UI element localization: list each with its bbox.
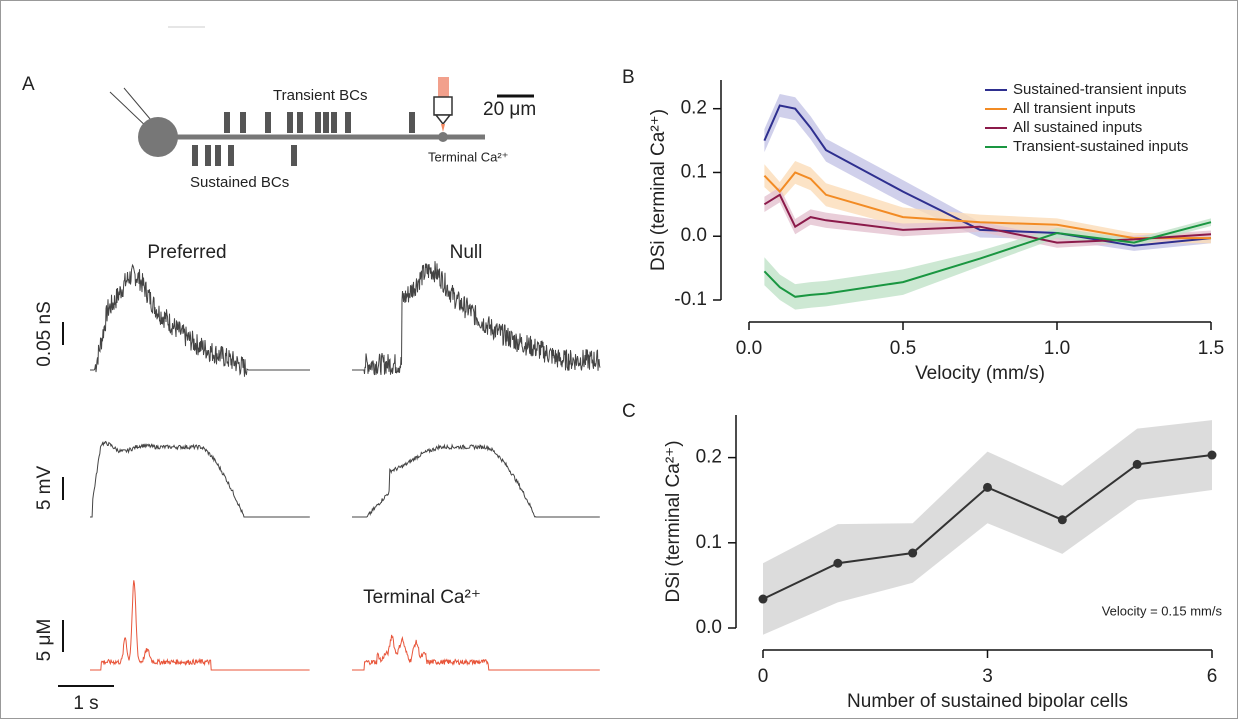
traces xyxy=(90,261,601,671)
trace xyxy=(90,263,310,377)
trace xyxy=(90,580,310,671)
trace xyxy=(90,440,310,518)
sustained-label: Sustained BCs xyxy=(190,174,289,191)
y-tick-label: 0.0 xyxy=(696,617,722,638)
scale-bar-label: 20 μm xyxy=(483,99,536,120)
data-point xyxy=(1132,459,1142,469)
x-tick-label: 6 xyxy=(1207,666,1218,687)
y-tick-label: 0.0 xyxy=(681,225,707,246)
data-point xyxy=(833,558,843,568)
data-point xyxy=(983,482,992,492)
y-axis-label: DSi (terminal Ca²⁺) xyxy=(648,109,669,271)
data-point xyxy=(758,594,768,604)
condition-label: Preferred xyxy=(147,242,226,263)
data-point xyxy=(1207,450,1217,460)
data-point xyxy=(1057,515,1067,525)
legend-label: Transient-sustained inputs xyxy=(1013,138,1188,155)
series-line xyxy=(763,104,1212,247)
neuron-diagram xyxy=(109,77,534,166)
condition-label: Null xyxy=(450,242,483,263)
scale-label: 5 mV xyxy=(34,466,55,511)
legend-label: All transient inputs xyxy=(1013,100,1136,117)
transient-label: Transient BCs xyxy=(273,87,367,104)
y-tick-label: 0.1 xyxy=(696,532,722,553)
panel-label: B xyxy=(622,67,635,88)
x-axis-label: Number of sustained bipolar cells xyxy=(847,691,1128,712)
trace xyxy=(352,443,600,518)
y-tick-label: 0.2 xyxy=(696,447,722,468)
panel-label: C xyxy=(622,401,636,422)
legend-label: All sustained inputs xyxy=(1013,119,1142,136)
error-band xyxy=(764,187,1211,248)
scale-label: 1 s xyxy=(73,693,98,714)
x-tick-label: 0.0 xyxy=(736,338,762,359)
x-tick-label: 3 xyxy=(982,666,993,687)
x-tick-label: 0 xyxy=(758,666,769,687)
series-line xyxy=(763,193,1212,244)
series-line xyxy=(763,221,1212,298)
legend-label: Sustained-transient inputs xyxy=(1013,81,1186,98)
y-tick-label: 0.2 xyxy=(681,98,707,119)
trace-title: Terminal Ca²⁺ xyxy=(363,587,481,608)
y-axis-label: DSi (terminal Ca²⁺) xyxy=(663,440,684,602)
scale-bars xyxy=(58,322,114,687)
x-tick-label: 1.5 xyxy=(1198,338,1224,359)
series-line xyxy=(763,171,1211,240)
trace xyxy=(352,634,600,671)
data-point xyxy=(908,548,918,558)
panel-label: A xyxy=(22,74,35,95)
scale-label: 5 μM xyxy=(34,619,55,662)
trace xyxy=(352,261,601,376)
x-tick-label: 1.0 xyxy=(1044,338,1070,359)
x-axis-label: Velocity (mm/s) xyxy=(915,363,1045,384)
terminal-label: Terminal Ca²⁺ xyxy=(428,149,509,164)
x-tick-label: 0.5 xyxy=(890,338,916,359)
annotation: Velocity = 0.15 mm/s xyxy=(1102,603,1223,618)
y-tick-label: 0.1 xyxy=(681,161,707,182)
scale-label: 0.05 nS xyxy=(34,301,55,367)
error-band xyxy=(763,420,1212,635)
y-tick-label: -0.1 xyxy=(674,289,707,310)
error-band xyxy=(764,94,1211,251)
